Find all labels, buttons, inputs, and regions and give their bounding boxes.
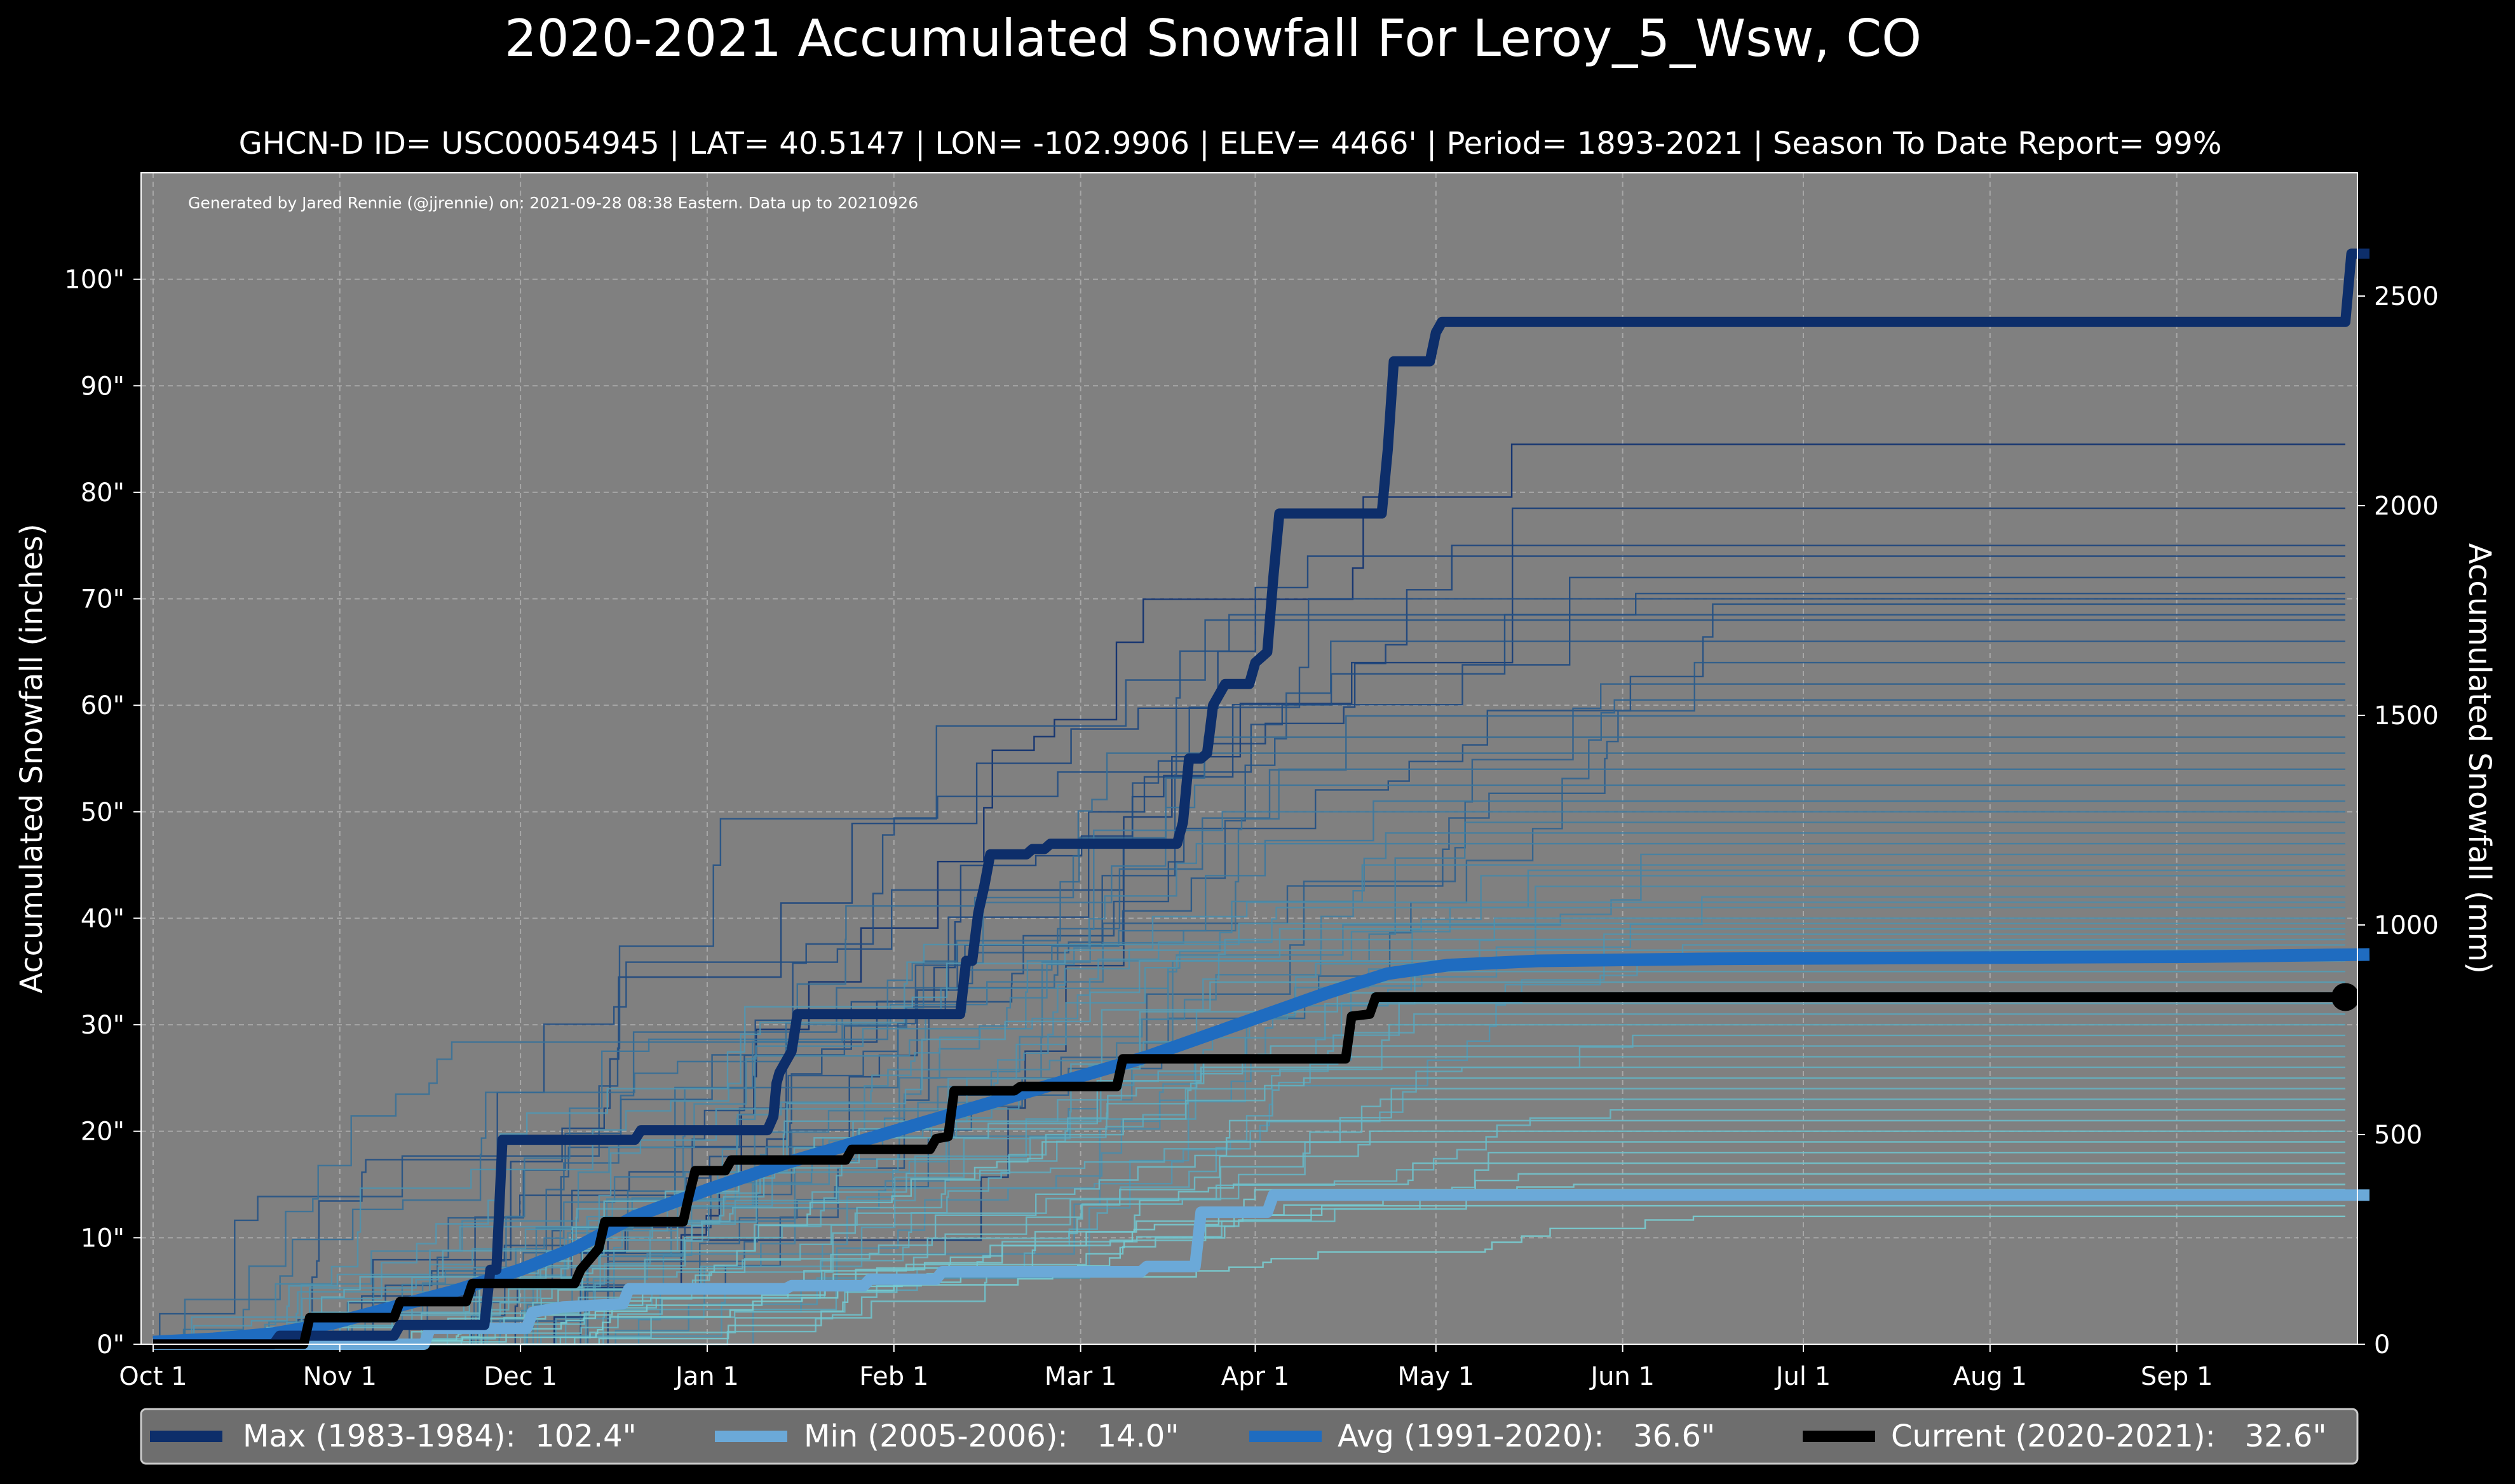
historical-season-line	[153, 1034, 2345, 1346]
historical-season-line	[153, 869, 2345, 1346]
series-line-min	[153, 1189, 2369, 1350]
historical-season-line	[153, 640, 2345, 1346]
historical-season-line	[153, 619, 2345, 1346]
y-tick-label-right: 500	[2374, 1121, 2422, 1150]
y-tick-label-left: 80"	[81, 478, 125, 508]
y-tick-label-left: 0"	[97, 1330, 125, 1359]
historical-season-line	[153, 922, 2345, 1346]
chart-credit: Generated by Jared Rennie (@jjrennie) on…	[188, 194, 918, 212]
x-tick-label: Sep 1	[2141, 1362, 2213, 1391]
historical-season-line	[153, 907, 2345, 1346]
historical-season-line	[153, 1141, 2345, 1346]
historical-season-line	[153, 784, 2345, 1346]
y-tick-label-right: 0	[2374, 1330, 2390, 1359]
x-tick-label: Jul 1	[1774, 1362, 1831, 1391]
historical-season-line	[153, 1119, 2345, 1346]
historical-season-line	[153, 821, 2345, 1346]
highlighted-series	[153, 248, 2370, 1350]
legend-label-max: Max (1983-1984): 102.4"	[243, 1419, 637, 1454]
y-tick-label-right: 1500	[2374, 701, 2439, 731]
historical-season-line	[153, 944, 2345, 1346]
historical-season-line	[153, 933, 2345, 1346]
y-tick-label-left: 70"	[81, 585, 125, 614]
historical-season-line	[153, 800, 2345, 1346]
chart-subtitle: GHCN-D ID= USC00054945 | LAT= 40.5147 | …	[239, 126, 2222, 161]
x-tick-label: Jun 1	[1589, 1362, 1655, 1391]
y-tick-label-left: 20"	[81, 1117, 125, 1147]
x-tick-label: Jan 1	[674, 1362, 739, 1391]
y-axis-label-right: Accumulated Snowfall (mm)	[2462, 543, 2497, 974]
y-axis-label-left: Accumulated Snowfall (inches)	[14, 523, 50, 994]
x-tick-label: Oct 1	[119, 1362, 187, 1391]
historical-season-line	[153, 699, 2345, 1346]
y-tick-label-left: 100"	[64, 266, 125, 295]
historical-season-line	[153, 598, 2345, 1346]
series-line-current	[153, 992, 2345, 1349]
y-tick-label-left: 10"	[81, 1224, 125, 1253]
plot-frame	[140, 172, 2358, 1345]
x-axis: Oct 1 Nov 1 Dec 1 Jan 1 Feb 1 Mar 1 Apr 1 May 1…	[119, 1344, 2213, 1391]
series-line-avg	[153, 948, 2370, 1349]
historical-season-line	[153, 1056, 2345, 1346]
chart-title: 2020-2021 Accumulated Snowfall For Leroy…	[505, 9, 1922, 68]
legend: Max (1983-1984): 102.4" Min (2005-2006):…	[140, 1408, 2359, 1465]
historical-season-line	[153, 614, 2345, 1346]
x-tick-label: May 1	[1397, 1362, 1474, 1391]
historical-season-line	[153, 1098, 2345, 1346]
current-end-marker	[2331, 983, 2360, 1011]
x-tick-label: Dec 1	[484, 1362, 557, 1391]
x-tick-label: Feb 1	[859, 1362, 928, 1391]
historical-season-line	[153, 1077, 2345, 1346]
y-tick-label-left: 40"	[81, 904, 125, 933]
historical-season-line	[153, 752, 2345, 1346]
x-tick-label: Aug 1	[1953, 1362, 2027, 1391]
historical-season-line	[153, 938, 2345, 1346]
y-tick-label-left: 60"	[81, 691, 125, 720]
historical-season-line	[153, 1184, 2345, 1346]
historical-season-line	[153, 507, 2345, 1346]
y-tick-label-right: 2500	[2374, 282, 2439, 311]
series-line-max	[153, 248, 2369, 1349]
historical-season-line	[153, 1130, 2345, 1346]
y-tick-label-left: 30"	[81, 1011, 125, 1040]
y-tick-label-right: 2000	[2374, 492, 2439, 521]
legend-label-avg: Avg (1991-2020): 36.6"	[1338, 1419, 1715, 1454]
historical-season-line	[153, 1013, 2345, 1346]
y-axis-left: 0" 10" 20" 30" 40" 50" 60" 70" 80" 90" 100"	[64, 266, 141, 1359]
plot-area	[141, 173, 2357, 1344]
legend-label-current: Current (2020-2021): 32.6"	[1891, 1419, 2327, 1454]
x-tick-label: Nov 1	[303, 1362, 377, 1391]
x-tick-label: Mar 1	[1045, 1362, 1117, 1391]
x-tick-label: Apr 1	[1221, 1362, 1289, 1391]
historical-season-line	[153, 1109, 2345, 1346]
y-tick-label-right: 1000	[2374, 911, 2439, 940]
historical-season-line	[153, 1215, 2345, 1346]
y-tick-label-left: 50"	[81, 798, 125, 827]
y-tick-label-left: 90"	[81, 372, 125, 401]
y-axis-right: 0 500 1000 1500 2000 2500	[2357, 282, 2439, 1359]
historical-season-line	[153, 544, 2345, 1346]
legend-label-min: Min (2005-2006): 14.0"	[804, 1419, 1179, 1454]
historical-season-line	[153, 768, 2345, 1346]
historical-season-line	[153, 875, 2345, 1346]
